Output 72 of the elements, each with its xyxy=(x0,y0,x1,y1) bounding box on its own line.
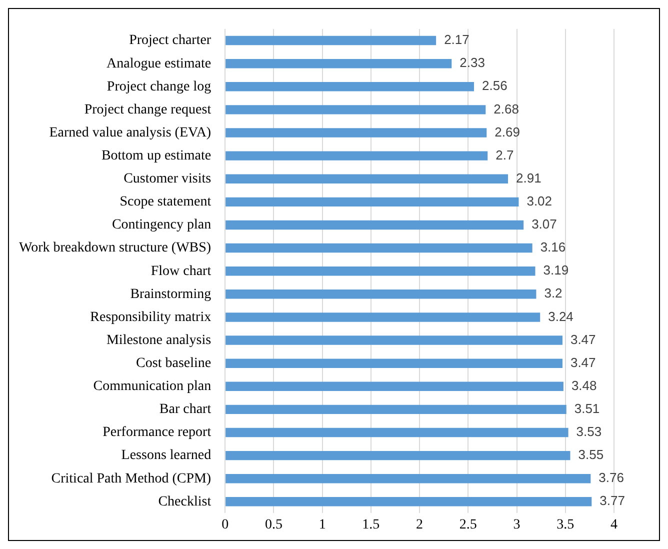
y-tick-label: Scope statement xyxy=(120,194,212,210)
y-tick-label: Cost baseline xyxy=(136,356,212,371)
data-label: 2.33 xyxy=(460,55,485,70)
data-label: 3.2 xyxy=(544,286,562,301)
data-label: 3.19 xyxy=(543,262,569,278)
y-tick-label: Project charter xyxy=(129,33,212,48)
y-tick-label: Project change log xyxy=(106,79,212,94)
x-tick-label: 0.5 xyxy=(264,517,282,532)
y-tick-label: Project change request xyxy=(84,102,212,118)
data-label: 2.7 xyxy=(496,147,514,162)
bar xyxy=(226,266,536,276)
bar xyxy=(226,151,488,160)
y-tick-label: Contingency plan xyxy=(112,218,212,233)
y-tick-label: Checklist xyxy=(158,494,212,510)
y-tick-label: Responsibility matrix xyxy=(90,310,212,325)
bar xyxy=(226,382,564,391)
bar xyxy=(226,497,592,506)
y-tick-label: Earned value analysis (EVA) xyxy=(49,125,212,140)
bar xyxy=(226,404,566,414)
y-tick-label: Analogue estimate xyxy=(106,56,212,72)
data-label: 2.68 xyxy=(494,101,519,116)
bar xyxy=(226,220,524,230)
y-tick-label: Customer visits xyxy=(124,172,212,187)
bar xyxy=(226,474,591,484)
bar xyxy=(226,36,436,46)
data-label: 3.77 xyxy=(600,493,625,508)
x-tick-label: 0 xyxy=(222,517,229,532)
x-tick-label: 1.5 xyxy=(362,517,380,532)
bar xyxy=(226,243,532,253)
bar xyxy=(226,358,562,368)
bar xyxy=(226,82,474,92)
data-label: 3.76 xyxy=(598,470,624,486)
x-tick-label: 3 xyxy=(513,517,520,532)
bar xyxy=(226,336,562,345)
data-label: 3.47 xyxy=(570,332,596,347)
bar xyxy=(226,450,570,460)
data-label: 3.16 xyxy=(540,240,566,255)
bar xyxy=(226,290,536,299)
y-tick-label: Work breakdown structure (WBS) xyxy=(18,240,212,256)
data-label: 3.07 xyxy=(532,216,557,232)
bar xyxy=(226,128,487,138)
bar xyxy=(226,174,508,184)
y-tick-label: Bar chart xyxy=(159,402,212,418)
x-tick-label: 4 xyxy=(610,517,618,532)
data-label: 3.53 xyxy=(576,424,602,440)
y-tick-label: Bottom up estimate xyxy=(101,148,212,164)
x-tick-label: 2 xyxy=(416,517,424,532)
bar xyxy=(226,197,519,207)
bar xyxy=(226,58,452,68)
bar xyxy=(226,312,540,322)
data-label: 3.47 xyxy=(570,354,596,370)
y-tick-label: Communication plan xyxy=(93,379,212,394)
data-label: 2.69 xyxy=(494,124,520,140)
y-tick-label: Lessons learned xyxy=(121,448,212,464)
x-tick-label: 1 xyxy=(318,517,326,532)
data-label: 3.51 xyxy=(574,401,600,416)
y-tick-label: Performance report xyxy=(102,425,212,440)
y-tick-label: Brainstorming xyxy=(130,286,212,302)
data-label: 2.56 xyxy=(482,78,508,94)
y-tick-label: Milestone analysis xyxy=(106,332,212,348)
data-label: 3.48 xyxy=(571,378,597,393)
data-label: 2.17 xyxy=(444,32,470,48)
data-label: 2.91 xyxy=(516,170,542,186)
x-tick-label: 2.5 xyxy=(459,517,477,532)
bar xyxy=(226,428,568,438)
data-label: 3.24 xyxy=(548,308,574,324)
data-label: 3.55 xyxy=(578,447,604,462)
y-tick-label: Critical Path Method (CPM) xyxy=(51,471,212,486)
y-tick-label: Flow chart xyxy=(150,264,212,279)
data-label: 3.02 xyxy=(526,194,552,209)
bar xyxy=(226,105,486,114)
x-tick-label: 3.5 xyxy=(556,517,574,532)
